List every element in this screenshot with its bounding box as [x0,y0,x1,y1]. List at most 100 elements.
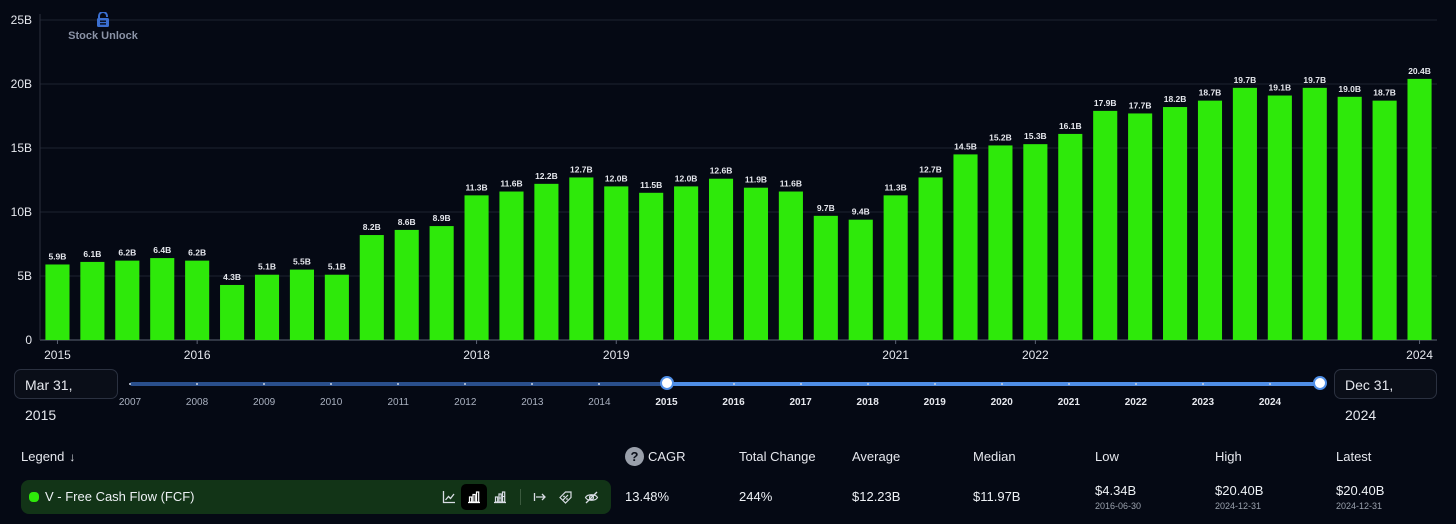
help-icon[interactable]: ? [625,447,644,466]
bar [45,264,70,340]
data-label: 19.0B [1338,84,1361,94]
cagr-value: 13.48% [625,489,670,504]
bar [778,191,803,340]
brand-watermark: Stock Unlock [68,12,138,42]
range-tick-dot [1134,383,1137,385]
start-date-field[interactable]: Mar 31, 2015 [14,369,118,423]
bar [1302,87,1327,340]
latest-date: 2024-12-31 [1336,501,1383,511]
range-tick-dot [196,383,199,385]
fcf-bar-chart: 0 5B 10B 15B 20B 25B 5.9B 6.1B 6.2B 6.4B 6.2B 4.3B 5… [11,13,1437,362]
data-label: 5.1B [258,262,276,272]
controls-divider [520,489,521,505]
data-label: 5.5B [293,257,311,267]
range-year-label: 2017 [789,397,812,408]
range-track-active[interactable] [667,382,1320,386]
range-tick-dot [464,383,467,385]
range-tick-dot [732,383,735,385]
range-year-label: 2018 [856,397,879,408]
x-tick-label: 2019 [603,348,630,362]
median-value: $11.97B [973,489,1021,504]
stacked-bar-icon[interactable] [487,484,513,510]
range-tick-dot [263,383,266,385]
range-tick-dot [330,383,333,385]
bar [1372,100,1397,340]
data-label: 9.7B [817,203,835,213]
data-label: 8.6B [398,217,416,227]
range-year-label: 2008 [185,397,209,408]
data-label: 6.2B [188,248,206,258]
range-end-handle[interactable] [1313,376,1327,390]
bar [80,261,105,340]
range-tick-dot [1269,383,1271,385]
bar [848,219,873,340]
y-tick-label: 25B [11,13,32,27]
legend-header: Legend [21,449,65,464]
range-start-handle[interactable] [660,376,674,390]
bar [1058,133,1083,340]
low-value: $4.34B [1095,483,1137,498]
range-year-label: 2023 [1191,397,1215,408]
range-tick-dot [1067,383,1070,385]
range-tick-dot [799,383,802,385]
data-label: 15.3B [1024,131,1047,141]
range-year-label: 2012 [454,397,477,408]
data-label: 6.2B [118,248,136,258]
bar [674,186,699,340]
data-label: 11.3B [465,182,487,192]
header-average: Average [852,449,901,464]
data-label: 19.7B [1234,75,1257,85]
header-latest: Latest [1336,449,1372,464]
data-label: 6.4B [153,245,171,255]
bar-chart-icon[interactable] [461,484,487,510]
data-label: 18.2B [1164,94,1187,104]
latest-value: $20.40B [1336,483,1385,498]
range-tick-dot [531,383,534,385]
bar [883,195,908,340]
arrow-right-bar-icon[interactable] [527,484,553,510]
data-label: 18.7B [1373,88,1396,98]
bar [429,226,454,340]
range-tick-dot [1000,383,1003,385]
bar [1267,95,1292,341]
bar [1197,100,1223,340]
range-year-label: 2011 [387,397,409,408]
legend-sort-toggle[interactable]: Legend ↓ [21,449,75,464]
eye-off-icon[interactable] [578,484,604,510]
header-cagr: CAGR [648,449,686,464]
bar [1232,87,1257,340]
chart-area: 0 5B 10B 15B 20B 25B 5.9B 6.1B 6.2B 6.4B 6.2B 4.3B 5… [11,12,1437,362]
data-label: 17.7B [1129,100,1152,110]
header-low: Low [1095,449,1119,464]
y-tick-label: 0 [25,333,32,347]
bar [359,235,384,340]
data-label: 15.2B [989,132,1012,142]
bar [115,260,140,340]
data-label: 6.1B [83,249,101,259]
bar [499,191,524,340]
bar [220,284,245,340]
range-tick-dot [866,383,869,385]
percent-tag-icon[interactable] [552,484,578,510]
header-median: Median [973,449,1016,464]
line-chart-icon[interactable] [436,484,462,510]
data-label: 16.1B [1059,121,1082,131]
bar [394,229,419,340]
end-date-field[interactable]: Dec 31, 2024 [1334,369,1437,423]
bar [918,177,943,340]
range-year-label: 2010 [320,397,343,408]
data-label: 18.7B [1199,88,1222,98]
x-tick-label: 2022 [1022,348,1049,362]
data-label: 5.9B [48,251,66,261]
range-year-label: 2019 [923,397,946,408]
bar [1023,144,1048,340]
range-year-label: 2009 [252,397,276,408]
range-year-label: 2007 [118,397,142,408]
bar [813,215,838,340]
data-label: 12.2B [535,171,558,181]
series-legend-item[interactable]: V - Free Cash Flow (FCF) [21,480,611,514]
data-label: 4.3B [223,272,241,282]
bar [1128,113,1153,340]
range-year-label: 2024 [1258,397,1282,408]
bar [464,195,489,340]
